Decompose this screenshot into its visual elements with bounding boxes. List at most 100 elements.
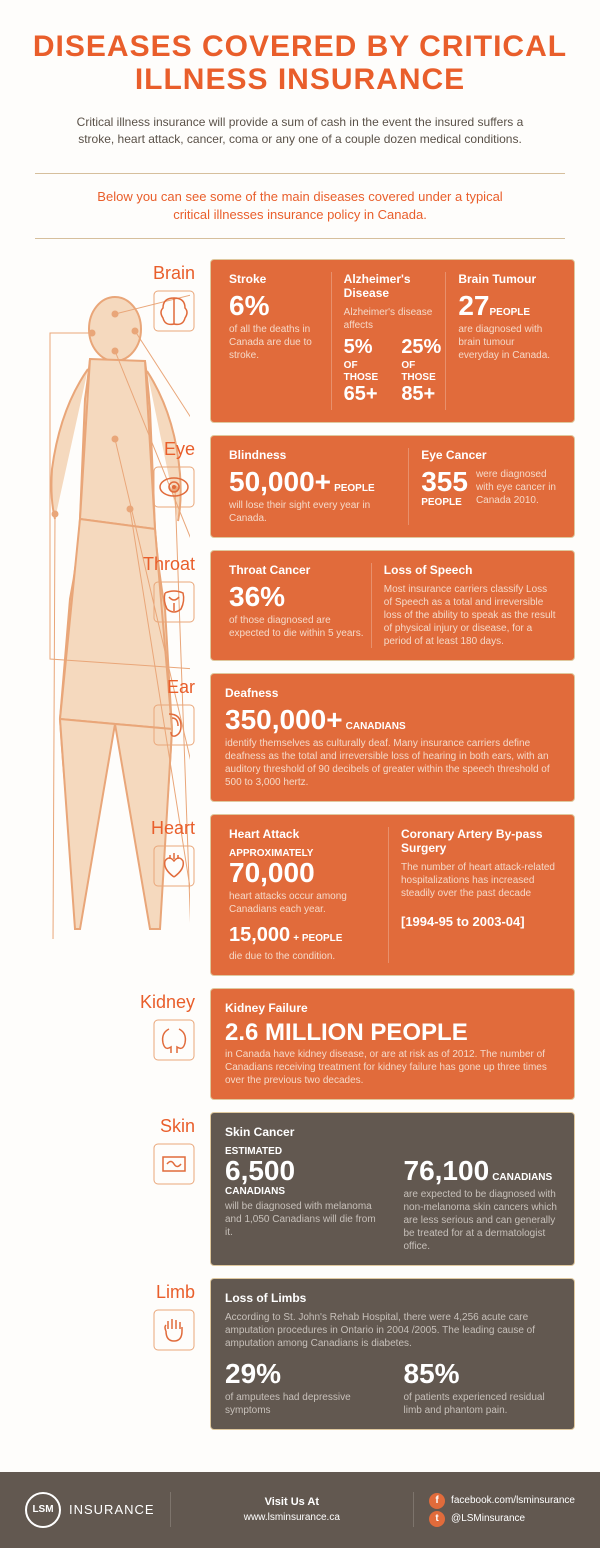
ear-icon: [153, 704, 195, 746]
speech-desc: Most insurance carriers classify Loss of…: [384, 583, 556, 648]
deaf-unit: CANADIANS: [346, 721, 406, 732]
heart-card: Heart Attack APPROXIMATELY 70,000 heart …: [210, 814, 575, 976]
eyecancer-desc: were diagnosed with eye cancer in Canada…: [476, 468, 556, 507]
limb-d2: of patients experienced residual limb an…: [404, 1391, 561, 1417]
skin-section: Skin Skin Cancer ESTIMATED 6,500 CANADIA…: [25, 1112, 575, 1266]
hand-icon: [153, 1309, 195, 1351]
heart-label: Heart: [25, 818, 195, 839]
kidney-section: Kidney Kidney Failure 2.6 MILLION PEOPLE…: [25, 988, 575, 1100]
stroke-title: Stroke: [229, 272, 327, 286]
page-title: DISEASES COVERED BY CRITICAL ILLNESS INS…: [25, 30, 575, 96]
deaf-stat: 350,000+: [225, 706, 343, 734]
tumour-stat: 27: [458, 292, 489, 320]
alz-s2: 25%: [401, 336, 441, 358]
brand-name: INSURANCE: [69, 1502, 155, 1517]
skin-u2: CANADIANS: [492, 1172, 552, 1183]
eye-card: Blindness 50,000+ PEOPLE will lose their…: [210, 435, 575, 538]
kidney-label: Kidney: [25, 992, 195, 1013]
subhead-text: Below you can see some of the main disea…: [80, 188, 520, 224]
bypass-title: Coronary Artery By-pass Surgery: [401, 827, 556, 855]
tumour-desc: are diagnosed with brain tumour everyday…: [458, 323, 556, 362]
social-links: f facebook.com/lsminsurance t @LSMinsuranc…: [429, 1492, 575, 1528]
limb-title: Loss of Limbs: [225, 1291, 560, 1305]
limb-s1: 29%: [225, 1360, 281, 1388]
skin-label: Skin: [25, 1116, 195, 1137]
skin-d1: will be diagnosed with melanoma and 1,05…: [225, 1200, 382, 1239]
skin-s1: 6,500: [225, 1157, 295, 1185]
divider: [35, 173, 565, 174]
twitter-link[interactable]: @LSMinsurance: [451, 1513, 525, 1524]
heartattack-stat: 70,000: [229, 859, 315, 887]
content-area: Brain Stroke 6% of all the deaths in Can…: [25, 239, 575, 1472]
brain-card: Stroke 6% of all the deaths in Canada ar…: [210, 259, 575, 423]
heart-icon: [153, 845, 195, 887]
twitter-icon[interactable]: t: [429, 1511, 445, 1527]
throatcancer-stat: 36%: [229, 583, 285, 611]
heartattack-stat2: 15,000: [229, 924, 290, 946]
heart-section: Heart Heart Attack APPROXIMATELY 70,000 …: [25, 814, 575, 976]
heartattack-title: Heart Attack: [229, 827, 384, 841]
alz-title: Alzheimer's Disease: [344, 272, 442, 300]
tumour-title: Brain Tumour: [458, 272, 556, 286]
ear-label: Ear: [25, 677, 195, 698]
throat-card: Throat Cancer 36% of those diagnosed are…: [210, 550, 575, 661]
skin-u1: CANADIANS: [225, 1186, 285, 1197]
facebook-link[interactable]: facebook.com/lsminsurance: [451, 1495, 575, 1506]
page: DISEASES COVERED BY CRITICAL ILLNESS INS…: [0, 0, 600, 1472]
speech-title: Loss of Speech: [384, 563, 556, 577]
kidney-desc: in Canada have kidney disease, or are at…: [225, 1048, 560, 1087]
alz-lead: Alzheimer's disease affects: [344, 306, 442, 332]
deaf-desc: identify themselves as culturally deaf. …: [225, 737, 560, 789]
eye-icon: [153, 466, 195, 508]
eyecancer-stat: 355: [421, 468, 468, 496]
kidney-stat: 2.6 MILLION PEOPLE: [225, 1021, 468, 1045]
logo-icon: LSM: [25, 1492, 61, 1528]
stroke-stat: 6%: [229, 292, 269, 320]
tumour-unit: PEOPLE: [490, 307, 531, 318]
blind-desc: will lose their sight every year in Cana…: [229, 499, 404, 525]
limb-d1: of amputees had depressive symptoms: [225, 1391, 382, 1417]
eye-section: Eye Blindness 50,000+ PEOPLE will lose t…: [25, 435, 575, 538]
blind-title: Blindness: [229, 448, 404, 462]
alz-l2: OF THOSE: [401, 360, 435, 383]
blind-unit: PEOPLE: [334, 483, 375, 494]
kidney-card: Kidney Failure 2.6 MILLION PEOPLE in Can…: [210, 988, 575, 1100]
blind-stat: 50,000+: [229, 468, 331, 496]
heartattack-desc: heart attacks occur among Canadians each…: [229, 890, 384, 916]
alz-a2: 85+: [401, 383, 435, 405]
site-url[interactable]: www.lsminsurance.ca: [181, 1512, 403, 1523]
skin-card: Skin Cancer ESTIMATED 6,500 CANADIANS wi…: [210, 1112, 575, 1266]
skin-s2: 76,100: [404, 1157, 490, 1185]
throatcancer-title: Throat Cancer: [229, 563, 367, 577]
bypass-desc: The number of heart attack-related hospi…: [401, 861, 556, 900]
ear-card: Deafness 350,000+ CANADIANS identify the…: [210, 673, 575, 802]
intro-text: Critical illness insurance will provide …: [75, 114, 525, 148]
throat-icon: [153, 581, 195, 623]
limb-desc: According to St. John's Rehab Hospital, …: [225, 1311, 560, 1350]
brain-label: Brain: [25, 263, 195, 284]
limb-section: Limb Loss of Limbs According to St. John…: [25, 1278, 575, 1430]
alz-s1: 5%: [344, 336, 373, 358]
kidney-icon: [153, 1019, 195, 1061]
deaf-title: Deafness: [225, 686, 560, 700]
alz-l1: OF THOSE: [344, 360, 378, 383]
heartattack-unit2: + PEOPLE: [293, 933, 342, 944]
alz-a1: 65+: [344, 383, 378, 405]
limb-card: Loss of Limbs According to St. John's Re…: [210, 1278, 575, 1430]
skin-d2: are expected to be diagnosed with non-me…: [404, 1188, 561, 1253]
visit-label: Visit Us At: [181, 1496, 403, 1508]
eye-label: Eye: [25, 439, 195, 460]
kidney-title: Kidney Failure: [225, 1001, 560, 1015]
limb-s2: 85%: [404, 1360, 460, 1388]
brain-icon: [153, 290, 195, 332]
eyecancer-title: Eye Cancer: [421, 448, 556, 462]
stroke-desc: of all the deaths in Canada are due to s…: [229, 323, 327, 362]
skin-title: Skin Cancer: [225, 1125, 560, 1139]
bypass-range: [1994-95 to 2003-04]: [401, 914, 556, 929]
throat-section: Throat Throat Cancer 36% of those diagno…: [25, 550, 575, 661]
brain-section: Brain Stroke 6% of all the deaths in Can…: [25, 259, 575, 423]
throat-label: Throat: [25, 554, 195, 575]
facebook-icon[interactable]: f: [429, 1493, 445, 1509]
ear-section: Ear Deafness 350,000+ CANADIANS identify…: [25, 673, 575, 802]
skin-icon: [153, 1143, 195, 1185]
